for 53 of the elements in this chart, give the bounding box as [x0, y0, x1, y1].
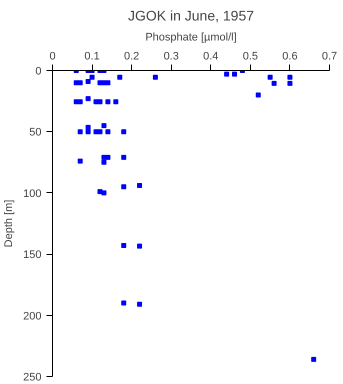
point: [86, 79, 91, 84]
point: [137, 244, 142, 249]
point: [287, 74, 292, 80]
y-tick-label: 100: [23, 188, 42, 200]
point: [105, 154, 110, 160]
point: [121, 243, 126, 248]
x-tick-label: 0.7: [322, 50, 338, 62]
point: [121, 184, 126, 190]
y-tick-label: 200: [23, 310, 42, 322]
point: [101, 123, 106, 128]
y-tick-label: 150: [23, 249, 42, 262]
y-axis-title: Depth [m]: [3, 200, 16, 248]
point: [78, 129, 83, 134]
point: [137, 183, 142, 188]
point: [287, 80, 292, 86]
x-tick-label: 0.6: [282, 50, 298, 62]
x-tick-label: 0: [49, 50, 56, 62]
chart-title: JGOK in June, 1957: [128, 8, 254, 24]
point: [105, 129, 110, 134]
point: [113, 99, 118, 104]
point: [224, 72, 230, 77]
point: [105, 80, 110, 86]
point: [152, 74, 158, 80]
x-tick-label: 0.1: [84, 50, 100, 62]
x-tick-label: 0.4: [203, 50, 218, 62]
point: [86, 96, 91, 102]
point: [256, 92, 261, 98]
x-tick-label: 0.3: [164, 50, 179, 62]
point: [78, 158, 83, 164]
y-tick-label: 250: [23, 372, 42, 384]
point: [90, 74, 95, 80]
x-tick-label: 0.2: [124, 50, 140, 62]
x-tick-label: 0.5: [242, 50, 258, 62]
y-tick-label: 50: [29, 126, 42, 139]
y-tick-label: 0: [35, 66, 42, 78]
point: [105, 99, 110, 104]
point: [232, 72, 238, 77]
point: [86, 129, 91, 134]
point: [272, 80, 277, 86]
point: [268, 74, 273, 80]
point: [97, 129, 102, 134]
point: [311, 356, 316, 362]
point: [117, 74, 122, 80]
point: [137, 302, 142, 307]
point: [121, 300, 126, 306]
point: [121, 129, 126, 134]
point: [101, 160, 106, 165]
point: [101, 190, 106, 196]
point: [97, 99, 102, 104]
point: [121, 154, 126, 160]
point: [78, 99, 83, 104]
x-axis-title: Phosphate [µmol/l]: [145, 32, 237, 44]
point: [78, 80, 83, 86]
